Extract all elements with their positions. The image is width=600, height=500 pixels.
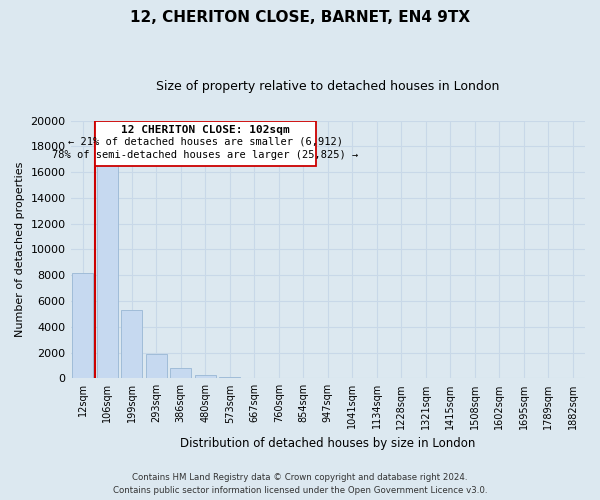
FancyBboxPatch shape <box>95 120 316 166</box>
Text: ← 21% of detached houses are smaller (6,912): ← 21% of detached houses are smaller (6,… <box>68 137 343 147</box>
Bar <box>195 374 215 378</box>
Text: 12 CHERITON CLOSE: 102sqm: 12 CHERITON CLOSE: 102sqm <box>121 124 290 134</box>
Bar <box>121 310 142 378</box>
Bar <box>73 272 93 378</box>
Bar <box>97 164 118 378</box>
Title: Size of property relative to detached houses in London: Size of property relative to detached ho… <box>156 80 499 93</box>
Text: Contains HM Land Registry data © Crown copyright and database right 2024.
Contai: Contains HM Land Registry data © Crown c… <box>113 474 487 495</box>
Y-axis label: Number of detached properties: Number of detached properties <box>15 162 25 337</box>
Text: 12, CHERITON CLOSE, BARNET, EN4 9TX: 12, CHERITON CLOSE, BARNET, EN4 9TX <box>130 10 470 25</box>
Bar <box>170 368 191 378</box>
Bar <box>220 376 240 378</box>
Bar <box>146 354 167 378</box>
X-axis label: Distribution of detached houses by size in London: Distribution of detached houses by size … <box>180 437 475 450</box>
Text: 78% of semi-detached houses are larger (25,825) →: 78% of semi-detached houses are larger (… <box>52 150 358 160</box>
